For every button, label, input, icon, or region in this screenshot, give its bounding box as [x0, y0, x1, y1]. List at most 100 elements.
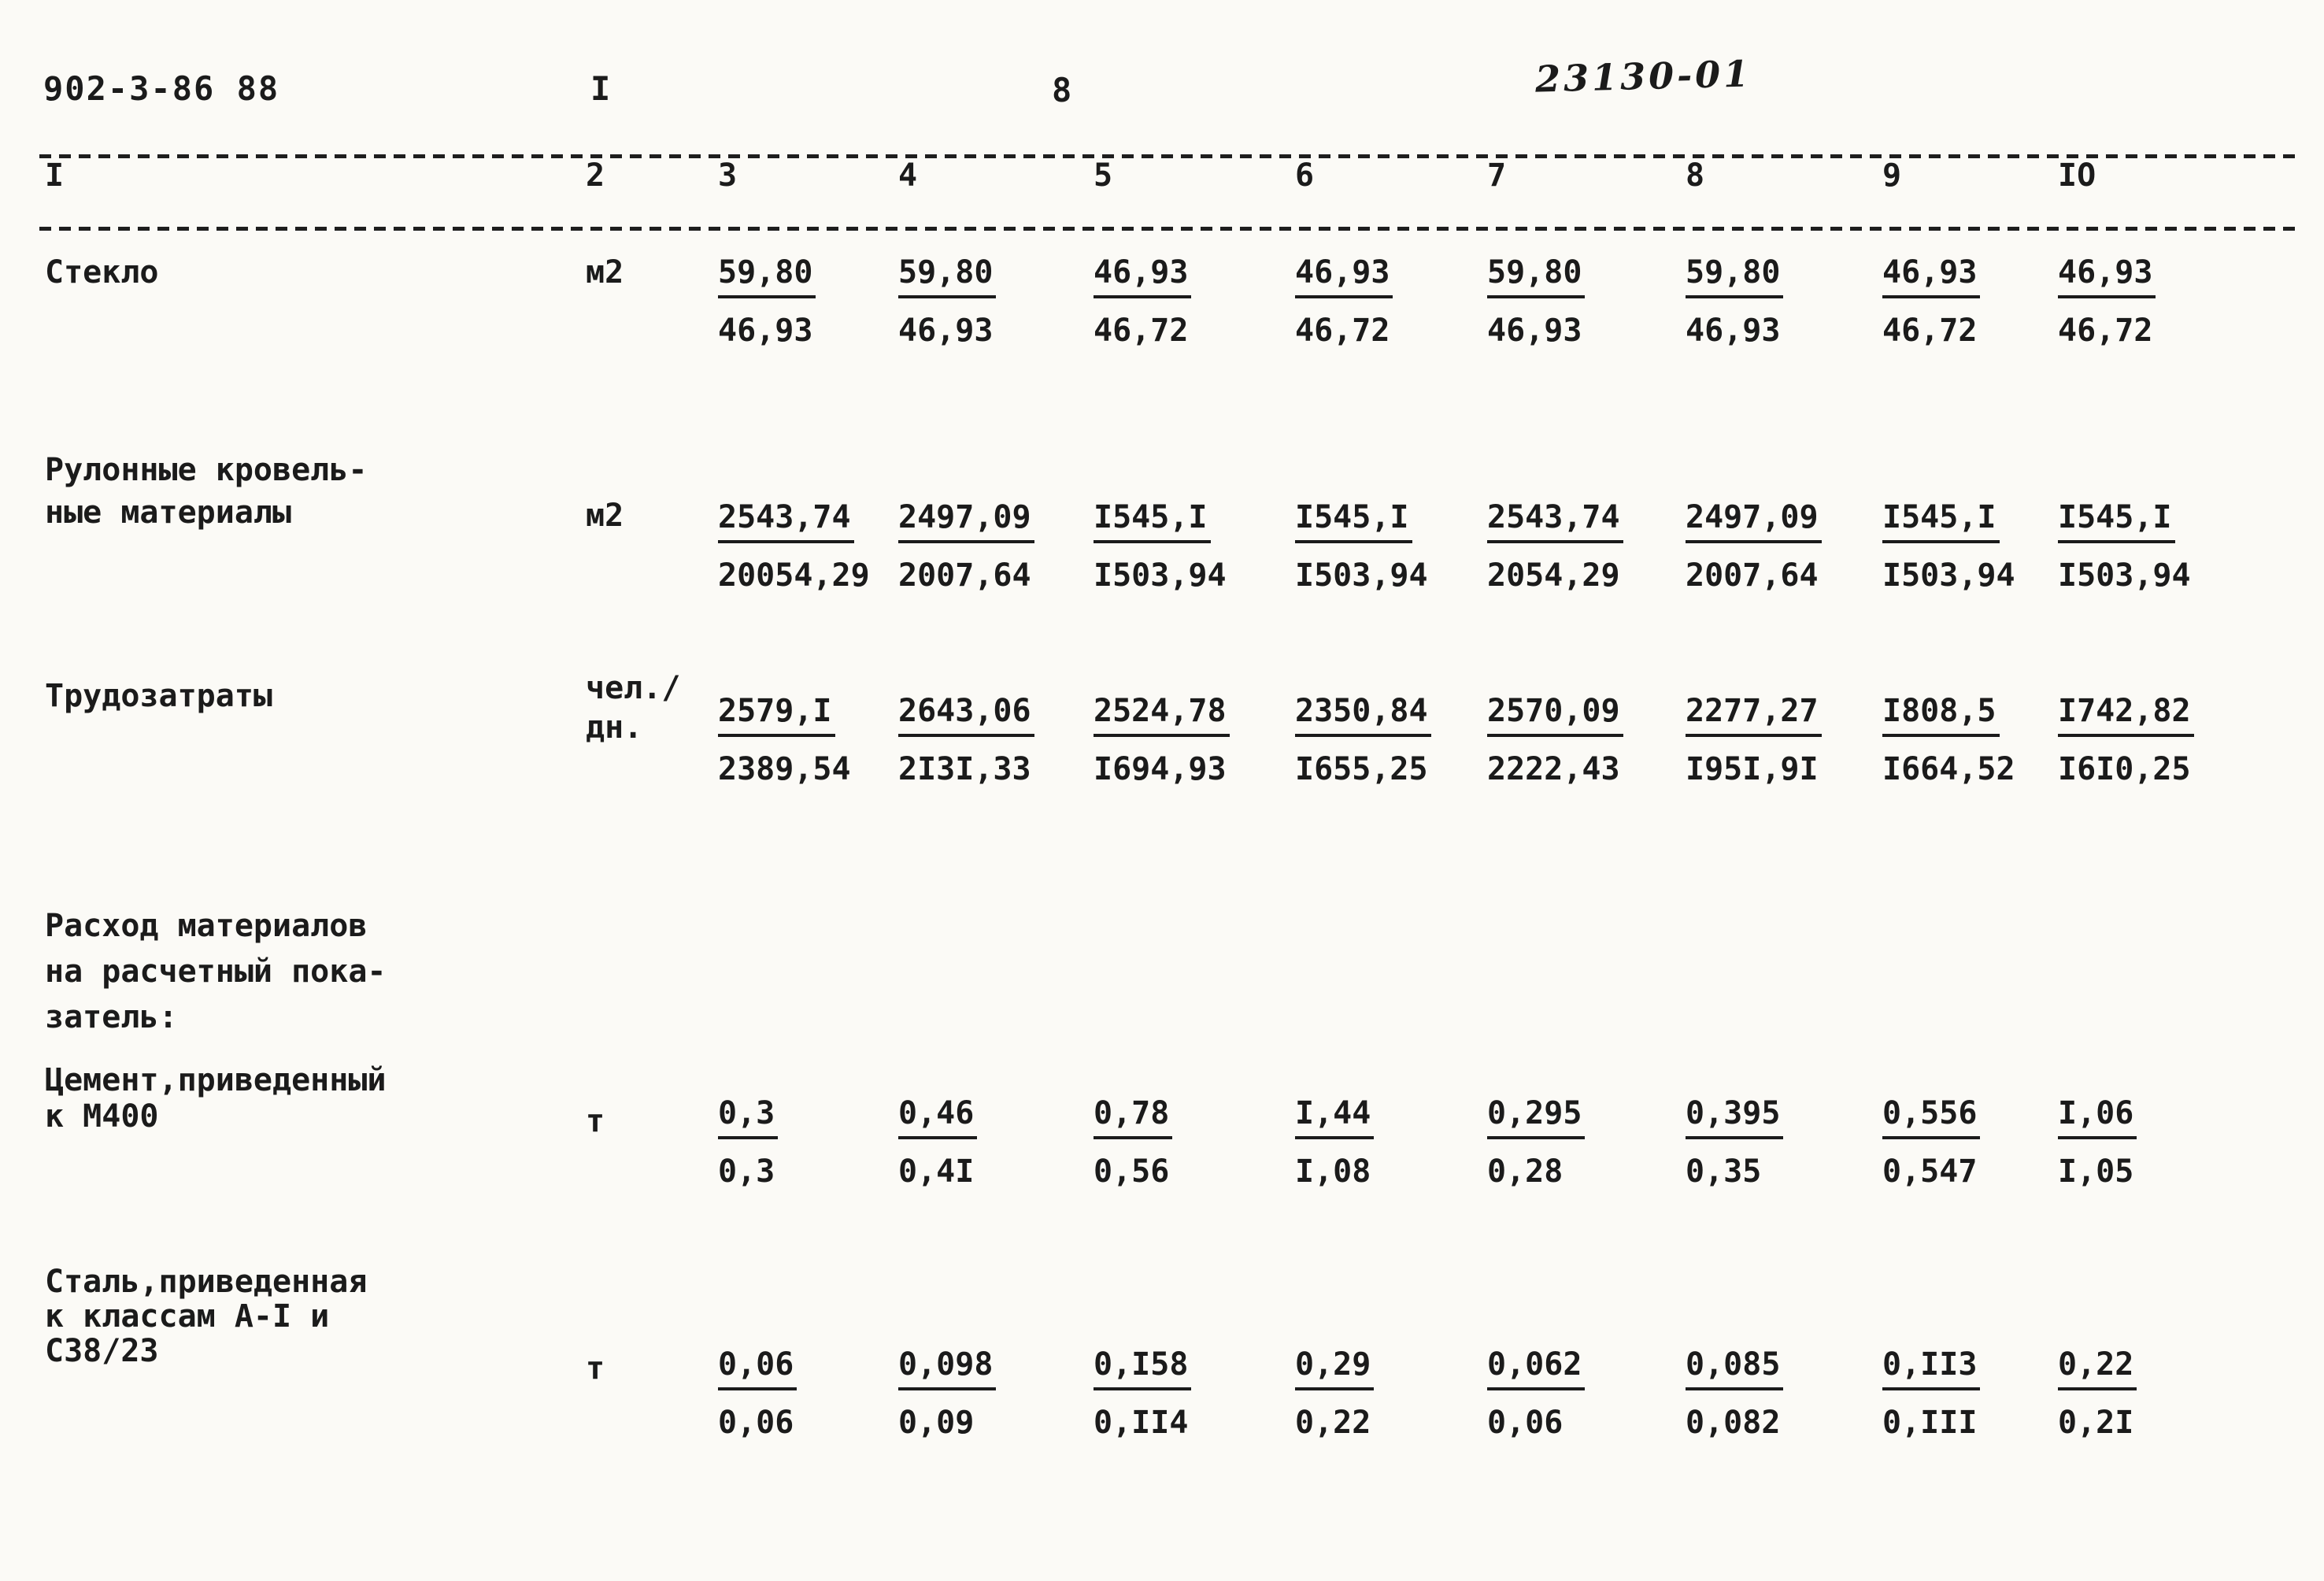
table-cell: I545,I I503,94 [1882, 499, 2015, 594]
table-cell: 2277,27 I95I,9I [1686, 693, 1822, 787]
table-cell: 0,I58 0,II4 [1094, 1346, 1192, 1441]
value-denominator: I503,94 [2058, 557, 2191, 594]
value-denominator: 2I3I,33 [898, 751, 1031, 787]
table-cell: 2643,06 2I3I,33 [898, 693, 1034, 787]
table-cell: 0,556 0,547 [1882, 1095, 1981, 1190]
table-cell: 0,78 0,56 [1094, 1095, 1173, 1190]
value-denominator: 0,22 [1295, 1405, 1371, 1441]
value-numerator: 0,46 [898, 1095, 978, 1139]
table-cell: 0,062 0,06 [1487, 1346, 1586, 1441]
table-cell: 2579,I 2389,54 [718, 693, 851, 787]
page-number: 8 [1052, 71, 1074, 109]
table-cell: 2350,84 I655,25 [1295, 693, 1431, 787]
table-cell: 59,80 46,93 [1487, 254, 1586, 349]
column-number: 3 [718, 157, 738, 194]
row-label-line: ные материалы [45, 494, 292, 531]
value-numerator: 0,II3 [1882, 1346, 1981, 1390]
value-denominator: 46,93 [1686, 313, 1781, 349]
row-unit: м2 [586, 498, 624, 534]
value-numerator: 0,06 [718, 1346, 797, 1390]
table-cell: 46,93 46,72 [1295, 254, 1393, 349]
table-cell: 0,46 0,4I [898, 1095, 978, 1190]
row-unit: чел./ [586, 670, 681, 706]
value-numerator: 46,93 [1295, 254, 1393, 298]
table-cell: 0,29 0,22 [1295, 1346, 1375, 1441]
value-numerator: I545,I [1295, 499, 1412, 543]
value-denominator: I664,52 [1882, 751, 2015, 787]
value-numerator: I,44 [1295, 1095, 1375, 1139]
row-unit: м2 [586, 254, 624, 291]
row-unit: дн. [586, 709, 643, 746]
value-numerator: 59,80 [898, 254, 997, 298]
value-denominator: 0,06 [718, 1405, 794, 1441]
value-denominator: 2222,43 [1487, 751, 1620, 787]
column-number: 5 [1094, 157, 1113, 194]
value-numerator: 2643,06 [898, 693, 1034, 737]
table-cell: 2543,74 2054,29 [1487, 499, 1623, 594]
row-unit: т [586, 1350, 605, 1387]
value-denominator: 0,06 [1487, 1405, 1564, 1441]
row-label-line: к М400 [45, 1098, 159, 1135]
table-cell: 0,II3 0,III [1882, 1346, 1981, 1441]
table-cell: I,44 I,08 [1295, 1095, 1375, 1190]
value-denominator: I95I,9I [1686, 751, 1819, 787]
value-denominator: 0,547 [1882, 1153, 1978, 1190]
value-numerator: I808,5 [1882, 693, 2000, 737]
table-cell: 0,06 0,06 [718, 1346, 797, 1441]
table-cell: I545,I I503,94 [2058, 499, 2191, 594]
table-cell: 0,085 0,082 [1686, 1346, 1784, 1441]
value-denominator: 0,09 [898, 1405, 975, 1441]
dashed-rule-bottom [39, 227, 2299, 231]
table-cell: I545,I I503,94 [1094, 499, 1227, 594]
value-numerator: 0,295 [1487, 1095, 1586, 1139]
value-numerator: 2350,84 [1295, 693, 1431, 737]
table-cell: I742,82 I6I0,25 [2058, 693, 2194, 787]
table-cell: 0,295 0,28 [1487, 1095, 1586, 1190]
value-numerator: 46,93 [1094, 254, 1192, 298]
value-denominator: 0,35 [1686, 1153, 1762, 1190]
value-denominator: I503,94 [1295, 557, 1428, 594]
value-denominator: 0,2I [2058, 1405, 2134, 1441]
value-numerator: I545,I [1882, 499, 2000, 543]
value-denominator: I503,94 [1094, 557, 1227, 594]
value-denominator: 46,93 [898, 313, 994, 349]
value-numerator: 2543,74 [718, 499, 854, 543]
table-cell: 2497,09 2007,64 [1686, 499, 1822, 594]
table-cell: 2524,78 I694,93 [1094, 693, 1230, 787]
table-cell: I545,I I503,94 [1295, 499, 1428, 594]
value-denominator: 46,72 [1882, 313, 1978, 349]
value-numerator: 59,80 [1487, 254, 1586, 298]
value-denominator: I655,25 [1295, 751, 1428, 787]
column-number: 7 [1487, 157, 1507, 194]
value-denominator: I,05 [2058, 1153, 2134, 1190]
table-cell: I,06 I,05 [2058, 1095, 2137, 1190]
row-label-line: Расход материалов [45, 908, 368, 944]
column-number: 9 [1882, 157, 1902, 194]
table-cell: 59,80 46,93 [1686, 254, 1784, 349]
value-numerator: 0,78 [1094, 1095, 1173, 1139]
table-cell: 2570,09 2222,43 [1487, 693, 1623, 787]
doc-number: 902-3-86 88 [43, 69, 280, 108]
value-denominator: 46,93 [718, 313, 813, 349]
table-cell: 2497,09 2007,64 [898, 499, 1034, 594]
value-numerator: 2570,09 [1487, 693, 1623, 737]
sheet-marker: I [590, 69, 612, 108]
value-denominator: 2389,54 [718, 751, 851, 787]
dashed-rule-top [39, 154, 2299, 158]
value-numerator: I545,I [2058, 499, 2175, 543]
value-numerator: 0,062 [1487, 1346, 1586, 1390]
handwritten-stamp: 23130-01 [1534, 52, 1752, 101]
value-numerator: I,06 [2058, 1095, 2137, 1139]
value-numerator: I742,82 [2058, 693, 2194, 737]
value-numerator: 2497,09 [898, 499, 1034, 543]
value-numerator: 46,93 [1882, 254, 1981, 298]
value-denominator: 0,3 [718, 1153, 775, 1190]
row-label-line: на расчетный пока- [45, 953, 387, 990]
value-numerator: 59,80 [718, 254, 816, 298]
column-number: 4 [898, 157, 918, 194]
value-numerator: 0,085 [1686, 1346, 1784, 1390]
table-cell: 46,93 46,72 [1094, 254, 1192, 349]
row-label-line: к классам А-I и [45, 1298, 330, 1335]
table-cell: 0,22 0,2I [2058, 1346, 2137, 1441]
